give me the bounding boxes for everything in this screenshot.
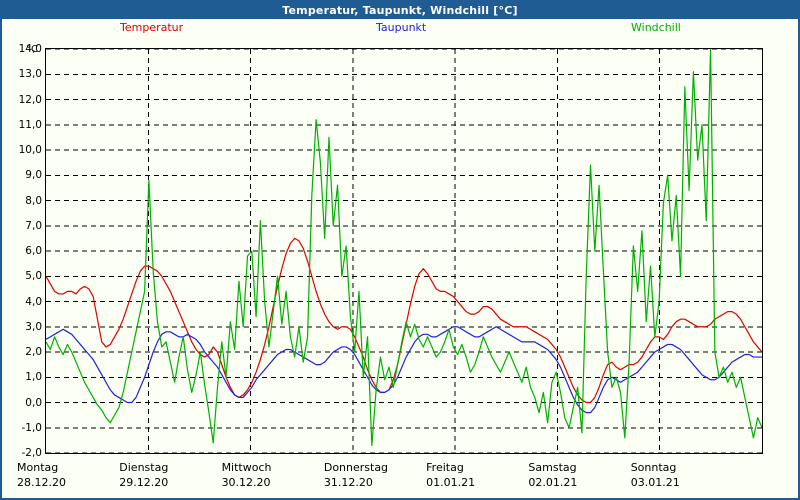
x-axis-day-name: Montag bbox=[17, 461, 59, 474]
horizontal-gridlines bbox=[46, 49, 762, 453]
y-axis-tick-label: -2,0 bbox=[21, 447, 43, 459]
x-axis-day-name: Donnerstag bbox=[323, 461, 389, 474]
vertical-gridlines bbox=[147, 49, 661, 453]
x-axis-tick-labels: Montag 28.12.20 Dienstag 29.12.20 Mittwoch 30… bbox=[2, 460, 798, 496]
series-line-windchill bbox=[46, 49, 762, 447]
legend-item-temperatur: Temperatur bbox=[120, 21, 184, 34]
chart-legend: Temperatur Taupunkt Windchill bbox=[2, 21, 798, 39]
x-axis-day-name: Dienstag bbox=[119, 461, 169, 474]
x-axis-day-date: 31.12.20 bbox=[323, 476, 373, 489]
y-axis-tick-label: 5,0 bbox=[25, 270, 42, 283]
x-axis-day-label: Montag 28.12.20 bbox=[17, 460, 66, 490]
y-axis-tick-label: 14,0 bbox=[18, 43, 42, 55]
x-axis-day-label: Donnerstag 31.12.20 bbox=[324, 460, 388, 490]
y-axis-tick-label: 7,0 bbox=[25, 219, 42, 232]
y-axis-tick-labels: 14,0 13,0 12,0 11,0 10,0 9,0 8,0 7,0 6,0 5,0 4,0 3,… bbox=[2, 2, 42, 498]
chart-canvas bbox=[46, 49, 762, 453]
window-title: Temperatur, Taupunkt, Windchill [°C] bbox=[282, 4, 518, 17]
y-axis-tick-label: 0,0 bbox=[25, 396, 42, 409]
y-axis-tick-label: 13,0 bbox=[18, 68, 42, 81]
y-axis-tick-label: 10,0 bbox=[18, 144, 42, 156]
x-axis-day-name: Freitag bbox=[426, 461, 464, 474]
y-axis-tick-label: 9,0 bbox=[25, 169, 42, 182]
x-axis-day-label: Freitag 01.01.21 bbox=[426, 460, 475, 490]
y-axis-tick-label: 12,0 bbox=[18, 93, 42, 106]
y-axis-tick-label: -1,0 bbox=[21, 421, 43, 434]
x-axis-day-label: Sonntag 03.01.21 bbox=[631, 460, 680, 490]
x-axis-day-date: 30.12.20 bbox=[221, 476, 271, 489]
data-series-layer bbox=[46, 49, 762, 447]
y-axis-tick-label: 4,0 bbox=[25, 295, 42, 308]
window-title-bar: Temperatur, Taupunkt, Windchill [°C] bbox=[2, 2, 798, 19]
x-axis-day-date: 01.01.21 bbox=[426, 476, 476, 489]
x-axis-day-date: 29.12.20 bbox=[119, 476, 169, 489]
x-axis-day-date: 03.01.21 bbox=[630, 476, 680, 489]
y-axis-unit-label: °C bbox=[26, 44, 38, 55]
x-axis-day-label: Mittwoch 30.12.20 bbox=[222, 460, 272, 490]
y-axis-tick-label: 6,0 bbox=[25, 245, 42, 257]
y-axis-tick-label: 3,0 bbox=[25, 320, 42, 333]
x-axis-day-name: Mittwoch bbox=[221, 461, 272, 474]
series-line-taupunkt bbox=[46, 326, 762, 414]
legend-item-windchill: Windchill bbox=[631, 21, 681, 34]
y-axis-tick-label: 11,0 bbox=[18, 118, 42, 131]
y-axis-tick-label: 1,0 bbox=[25, 371, 42, 384]
x-axis-day-name: Samstag bbox=[528, 461, 577, 474]
legend-item-taupunkt: Taupunkt bbox=[376, 21, 427, 34]
x-axis-day-date: 02.01.21 bbox=[528, 476, 578, 489]
plot-area bbox=[45, 48, 763, 454]
x-axis-day-label: Samstag 02.01.21 bbox=[528, 460, 577, 490]
y-axis-tick-label: 2,0 bbox=[25, 346, 42, 358]
x-axis-day-name: Sonntag bbox=[630, 461, 677, 474]
x-axis-day-label: Dienstag 29.12.20 bbox=[119, 460, 168, 490]
y-axis-tick-label: 8,0 bbox=[25, 194, 42, 207]
x-axis-day-date: 28.12.20 bbox=[17, 476, 66, 489]
